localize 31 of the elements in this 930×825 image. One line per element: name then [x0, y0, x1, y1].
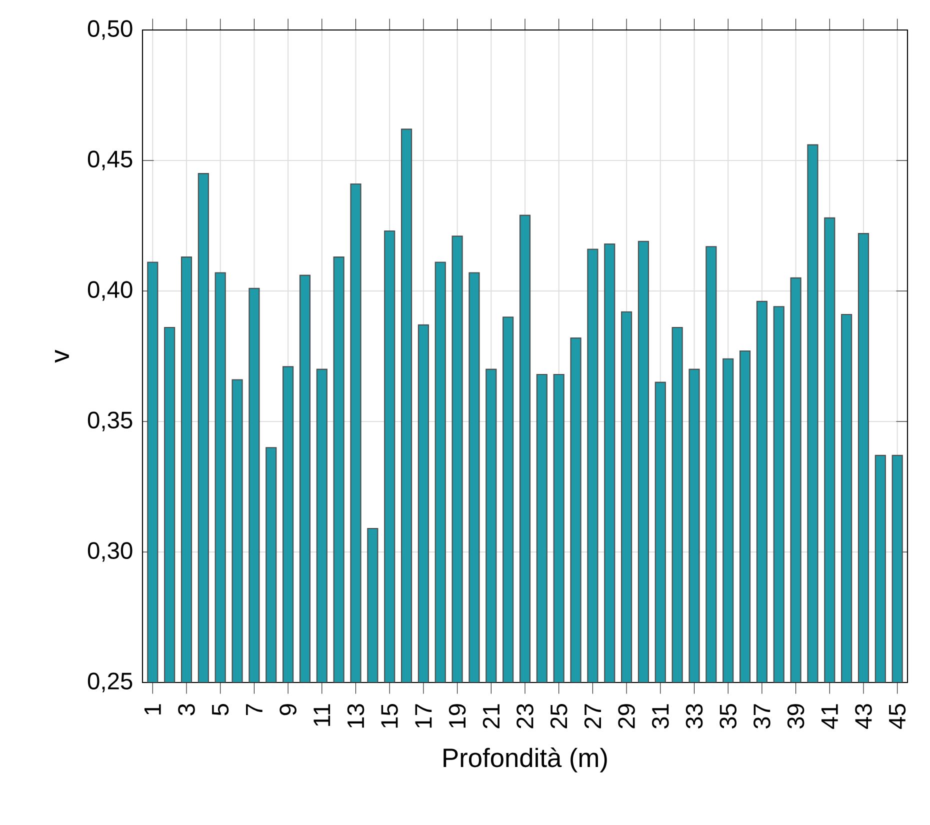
x-tick-label: 25 [550, 704, 568, 728]
y-tick-label: 0,30 [88, 542, 132, 562]
x-axis-title: Profondità (m) [444, 748, 607, 772]
x-tick-label: 3 [178, 704, 195, 716]
x-tick-label: 45 [889, 704, 906, 729]
x-tick-label: 41 [821, 704, 838, 729]
x-tick-label: 17 [415, 704, 432, 728]
x-tick-label: 1 [144, 704, 161, 714]
y-tick-label: 0,35 [88, 412, 132, 432]
x-tick-label: 7 [246, 704, 262, 716]
x-tick-label: 33 [686, 704, 703, 729]
x-tick-label: 5 [212, 704, 229, 716]
y-axis-title: v [54, 350, 69, 363]
x-tick-label: 23 [516, 704, 534, 728]
x-tick-label: 19 [448, 704, 466, 728]
x-tick-label: 35 [720, 704, 737, 729]
y-tick-label: 0,45 [88, 150, 132, 170]
x-tick-label: 15 [381, 704, 398, 728]
x-tick-label: 31 [652, 704, 669, 729]
x-tick-label: 11 [314, 704, 330, 726]
y-tick-label: 0,50 [88, 20, 132, 40]
x-tick-label: 21 [482, 704, 500, 728]
x-tick-label: 37 [754, 704, 770, 729]
x-tick-label: 9 [280, 704, 296, 716]
x-tick-label: 13 [347, 704, 364, 728]
x-tick-label: 43 [855, 704, 872, 729]
x-tick-label: 29 [618, 704, 635, 728]
x-tick-label: 39 [787, 704, 804, 729]
x-tick-label: 27 [584, 704, 601, 728]
y-tick-label: 0,40 [88, 281, 132, 301]
y-tick-label: 0,25 [88, 672, 132, 692]
